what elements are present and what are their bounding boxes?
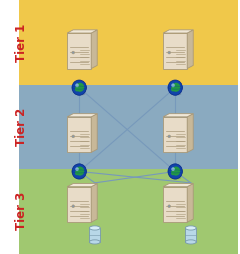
Circle shape xyxy=(75,87,79,91)
Polygon shape xyxy=(187,114,193,152)
Circle shape xyxy=(75,171,79,175)
Ellipse shape xyxy=(171,93,181,96)
Bar xyxy=(163,33,187,69)
Polygon shape xyxy=(163,30,193,33)
Ellipse shape xyxy=(89,226,100,230)
Polygon shape xyxy=(163,114,193,117)
Text: Tier 3: Tier 3 xyxy=(15,192,28,230)
Circle shape xyxy=(168,135,170,138)
Bar xyxy=(19,169,238,254)
Circle shape xyxy=(72,164,86,179)
Circle shape xyxy=(75,167,79,171)
Bar xyxy=(163,187,187,222)
Circle shape xyxy=(171,83,175,87)
Circle shape xyxy=(168,80,182,95)
Ellipse shape xyxy=(89,240,100,244)
Polygon shape xyxy=(67,30,97,33)
Bar xyxy=(67,117,91,152)
Bar xyxy=(185,228,196,242)
Polygon shape xyxy=(67,183,97,187)
Polygon shape xyxy=(187,183,193,222)
Circle shape xyxy=(172,167,180,176)
Bar xyxy=(163,117,187,152)
Ellipse shape xyxy=(75,93,85,96)
Ellipse shape xyxy=(185,240,196,244)
Bar xyxy=(67,33,91,69)
Text: Tier 1: Tier 1 xyxy=(15,24,28,62)
Circle shape xyxy=(75,83,79,87)
Bar xyxy=(89,228,100,242)
Circle shape xyxy=(172,83,180,92)
Ellipse shape xyxy=(171,177,181,179)
Circle shape xyxy=(168,51,170,54)
Text: Tier 2: Tier 2 xyxy=(15,108,28,146)
Bar xyxy=(67,187,91,222)
Circle shape xyxy=(171,87,175,91)
Circle shape xyxy=(168,205,170,208)
Polygon shape xyxy=(91,30,97,69)
Bar xyxy=(19,85,238,169)
Circle shape xyxy=(171,167,175,171)
Circle shape xyxy=(72,51,74,54)
Bar xyxy=(19,0,238,85)
Ellipse shape xyxy=(75,177,85,179)
Circle shape xyxy=(72,205,74,208)
Circle shape xyxy=(76,83,84,92)
Circle shape xyxy=(76,167,84,176)
Polygon shape xyxy=(91,114,97,152)
Circle shape xyxy=(72,135,74,138)
Polygon shape xyxy=(163,183,193,187)
Polygon shape xyxy=(187,30,193,69)
Circle shape xyxy=(168,164,182,179)
Polygon shape xyxy=(91,183,97,222)
Polygon shape xyxy=(67,114,97,117)
Ellipse shape xyxy=(185,226,196,230)
Circle shape xyxy=(72,80,86,95)
Circle shape xyxy=(171,171,175,175)
